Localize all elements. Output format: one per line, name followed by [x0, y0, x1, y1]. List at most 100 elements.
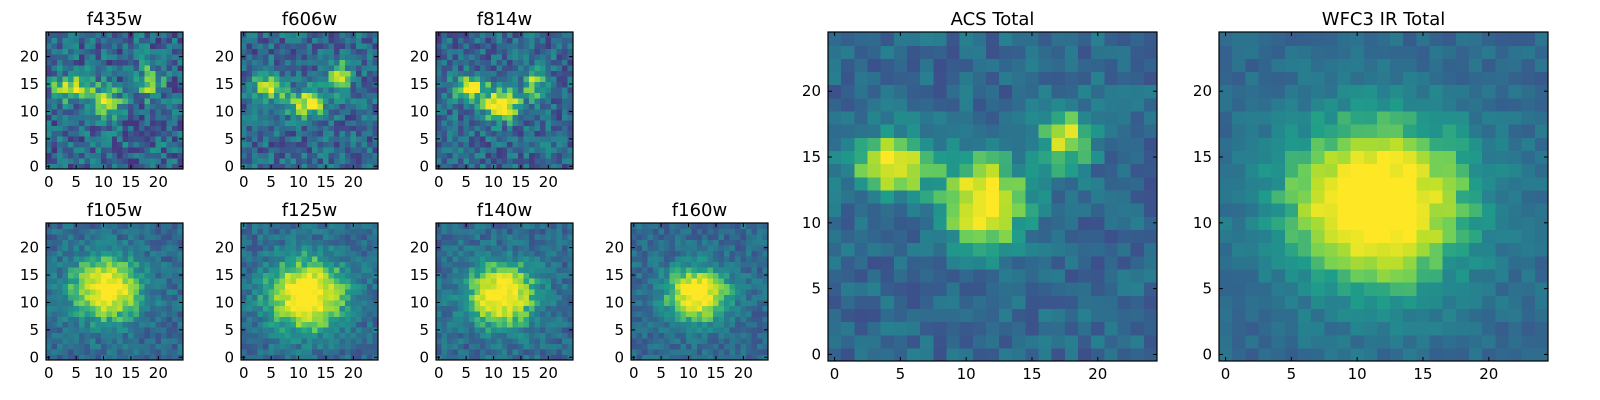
- heatmap-cell: [441, 316, 448, 323]
- heatmap-cell: [144, 37, 151, 44]
- heatmap-cell: [457, 223, 464, 230]
- heatmap-cell: [150, 37, 157, 44]
- heatmap-cell: [457, 338, 464, 345]
- heatmap-cell: [345, 316, 352, 323]
- heatmap-cell: [251, 299, 259, 306]
- heatmap-cell: [73, 244, 80, 251]
- heatmap-cell: [268, 158, 275, 165]
- heatmap-cell: [463, 261, 470, 268]
- heatmap-cell: [84, 250, 91, 257]
- heatmap-cell: [496, 244, 503, 251]
- heatmap-cell: [567, 70, 574, 77]
- heatmap-cell: [295, 86, 302, 93]
- heatmap-cell: [122, 354, 129, 361]
- heatmap-cell: [339, 310, 346, 317]
- heatmap-cell: [556, 228, 563, 235]
- heatmap-cell: [468, 294, 475, 301]
- heatmap-cell: [463, 158, 470, 165]
- heatmap-cell: [84, 64, 91, 71]
- heatmap-cell: [56, 272, 64, 279]
- heatmap-cell: [663, 294, 670, 301]
- heatmap-cell: [658, 233, 665, 241]
- heatmap-cell: [284, 75, 291, 82]
- heatmap-cell: [999, 308, 1013, 323]
- heatmap-cell: [67, 70, 74, 77]
- heatmap-cell: [100, 158, 107, 165]
- heatmap-cell: [658, 283, 665, 290]
- heatmap-cell: [161, 147, 168, 154]
- heatmap-cell: [155, 37, 162, 44]
- heatmap-cell: [540, 223, 547, 230]
- heatmap-cell: [841, 282, 855, 296]
- heatmap-cell: [507, 239, 514, 246]
- heatmap-cell: [685, 288, 692, 295]
- heatmap-cell: [457, 288, 464, 295]
- heatmap-cell: [95, 228, 102, 235]
- heatmap-cell: [556, 349, 563, 356]
- heatmap-cell: [73, 338, 80, 345]
- heatmap-cell: [933, 189, 948, 204]
- heatmap-cell: [128, 288, 135, 295]
- heatmap-cell: [139, 53, 146, 60]
- heatmap-cell: [972, 216, 987, 230]
- heatmap-cell: [279, 125, 286, 132]
- heatmap-cell: [757, 354, 764, 361]
- heatmap-cell: [323, 272, 330, 279]
- heatmap-cell: [89, 48, 96, 55]
- heatmap-cell: [122, 349, 129, 356]
- heatmap-cell: [841, 308, 855, 323]
- heatmap-cell: [62, 32, 69, 39]
- heatmap-cell: [279, 141, 286, 148]
- heatmap-cell: [534, 250, 541, 257]
- heatmap-cell: [350, 266, 357, 273]
- heatmap-cell: [62, 288, 69, 295]
- heatmap-cell: [696, 288, 703, 295]
- heatmap-cell: [56, 299, 64, 306]
- heatmap-cell: [529, 92, 536, 99]
- heatmap-cell: [111, 59, 118, 66]
- heatmap-cell: [56, 283, 64, 290]
- heatmap-cell: [529, 163, 536, 170]
- heatmap-cell: [518, 86, 525, 93]
- heatmap-cell: [262, 266, 269, 273]
- heatmap-cell: [150, 310, 157, 317]
- heatmap-cell: [172, 305, 179, 312]
- heatmap-cell: [67, 64, 74, 71]
- heatmap-cell: [139, 125, 146, 132]
- heatmap-cell: [128, 42, 135, 50]
- x-tick-label: 0: [434, 173, 444, 191]
- heatmap-cell: [479, 125, 486, 132]
- heatmap-cell: [724, 299, 731, 306]
- heatmap-cell: [985, 295, 1000, 309]
- heatmap-cell: [441, 272, 448, 279]
- heatmap-cell: [51, 321, 58, 328]
- heatmap-cell: [751, 332, 758, 339]
- heatmap-cell: [306, 92, 313, 99]
- heatmap-cell: [117, 119, 124, 126]
- heatmap-cell: [128, 327, 135, 334]
- heatmap-cell: [172, 147, 179, 154]
- heatmap-cell: [111, 272, 118, 279]
- heatmap-cell: [246, 86, 253, 93]
- heatmap-cell: [67, 327, 74, 334]
- heatmap-cell: [545, 53, 552, 60]
- heatmap-cell: [100, 255, 107, 262]
- heatmap-cell: [106, 158, 113, 165]
- heatmap-cell: [1078, 282, 1092, 296]
- heatmap-cell: [284, 272, 291, 279]
- heatmap-cell: [518, 97, 525, 104]
- heatmap-cell: [545, 250, 552, 257]
- heatmap-cell: [518, 332, 525, 339]
- heatmap-cell: [345, 86, 352, 93]
- heatmap-cell: [372, 233, 379, 241]
- heatmap-cell: [920, 347, 934, 362]
- heatmap-cell: [496, 354, 503, 361]
- heatmap-cell: [268, 130, 275, 137]
- heatmap-cell: [246, 152, 253, 159]
- heatmap-cell: [1038, 255, 1053, 270]
- heatmap-cell: [139, 37, 146, 44]
- heatmap-cell: [172, 81, 179, 88]
- heatmap-cell: [262, 152, 269, 159]
- heatmap-cell: [452, 321, 459, 328]
- heatmap-cell: [534, 103, 541, 110]
